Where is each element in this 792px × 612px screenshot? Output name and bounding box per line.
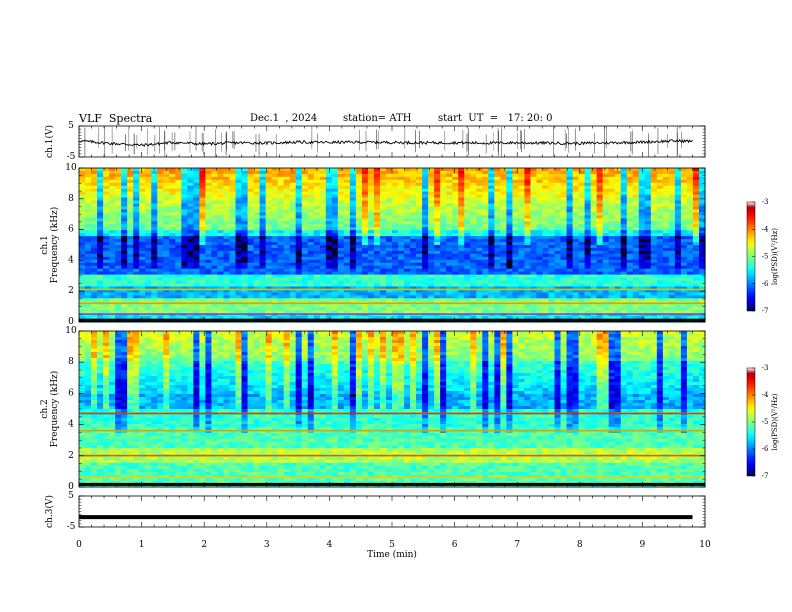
ch1-image <box>79 168 706 323</box>
spec-ch2-colorbar-tick-label: -7 <box>762 472 769 480</box>
spec-ch2-colorbar-label: log(PSD)(V²/Hz) <box>771 393 779 450</box>
date-label: Dec.1 , 2024 <box>250 113 318 124</box>
wave-ch1-ytick-label: 5 <box>68 121 74 131</box>
spec-ch2-ytick-label: 2 <box>68 451 74 461</box>
x-tick-label: 8 <box>577 540 583 550</box>
spec-ch2-ytick-label: 6 <box>68 388 74 398</box>
spec-ch1-colorbar-tick-label: -5 <box>762 253 769 261</box>
ch1-tone-line <box>79 288 705 291</box>
start-time-label: start UT = 17: 20: 0 <box>438 113 553 124</box>
ch1-trace <box>78 138 693 148</box>
spec-ch1-ytick-label: 4 <box>68 255 74 265</box>
x-tick-label: 7 <box>514 540 520 550</box>
wave-ch3-ytick-label: -5 <box>67 522 76 532</box>
spec-ch1-ytick-label: 6 <box>68 225 74 235</box>
spec-ch2-ylabel-channel: ch.2 <box>40 399 50 418</box>
spec-ch1-colorbar-label: log(PSD)(V²/Hz) <box>771 228 779 285</box>
spec-ch1-ylabel-frequency: Frequency (kHz) <box>49 207 60 284</box>
x-tick-label: 2 <box>201 540 207 550</box>
spec-ch2-colorbar-tick-label: -6 <box>762 445 769 453</box>
x-tick-label: 3 <box>264 540 270 550</box>
x-tick-label: 5 <box>389 540 395 550</box>
wave-ch1-ytick-label: -5 <box>67 152 76 162</box>
ch1-tone-line <box>79 313 705 315</box>
spec-ch2-colorbar-tick-label: -5 <box>762 418 769 426</box>
spec-ch2-colorbar-tick-label: -4 <box>762 391 769 399</box>
spec-ch1-ytick-label: 10 <box>65 163 77 173</box>
spec-ch2-colorbar-tick-label: -3 <box>762 364 769 372</box>
spec-ch1-colorbar-tick-label: -3 <box>762 198 769 206</box>
spec-ch2-ytick-label: 8 <box>68 357 74 367</box>
station-label: station= ATH <box>343 113 412 124</box>
ch2-image <box>79 331 706 488</box>
spec-ch2-ytick-label: 10 <box>65 326 77 336</box>
spec-ch2-ytick-label: 4 <box>68 420 74 430</box>
spec-ch1-colorbar-tick-label: -7 <box>762 307 769 315</box>
x-tick-label: 1 <box>139 540 145 550</box>
ch2-tone-line <box>79 476 705 479</box>
spec-ch2-ytick-label: 0 <box>68 482 74 492</box>
x-tick-label: 4 <box>327 540 333 550</box>
spec-ch1-ylabel-channel: ch.1 <box>40 235 50 254</box>
x-tick-label: 0 <box>76 540 82 550</box>
ch2-tone-line <box>79 454 705 457</box>
spec-ch1-ytick-label: 8 <box>68 194 74 204</box>
ch2-tone-line <box>79 429 705 432</box>
x-tick-label: 9 <box>640 540 646 550</box>
wave-ch3-ytick-label: 5 <box>68 491 74 501</box>
spec-ch1-ytick-label: 0 <box>68 317 74 327</box>
ch1-tone-line <box>79 302 705 305</box>
x-axis-label: Time (min) <box>367 549 417 560</box>
x-tick-label: 6 <box>452 540 458 550</box>
ch3-ylabel: ch.3(V) <box>44 495 55 528</box>
ch1-ylabel: ch.1(V) <box>44 125 55 158</box>
x-tick-label: 10 <box>699 540 711 550</box>
spec-ch2-ylabel-frequency: Frequency (kHz) <box>49 371 60 448</box>
spec-ch1-colorbar-tick-label: -4 <box>762 225 769 233</box>
spec-ch1-ytick-label: 2 <box>68 286 74 296</box>
ch2-tone-line <box>79 412 705 415</box>
chart-title: VLF Spectra <box>79 112 153 125</box>
spec-ch1-colorbar-tick-label: -6 <box>762 280 769 288</box>
